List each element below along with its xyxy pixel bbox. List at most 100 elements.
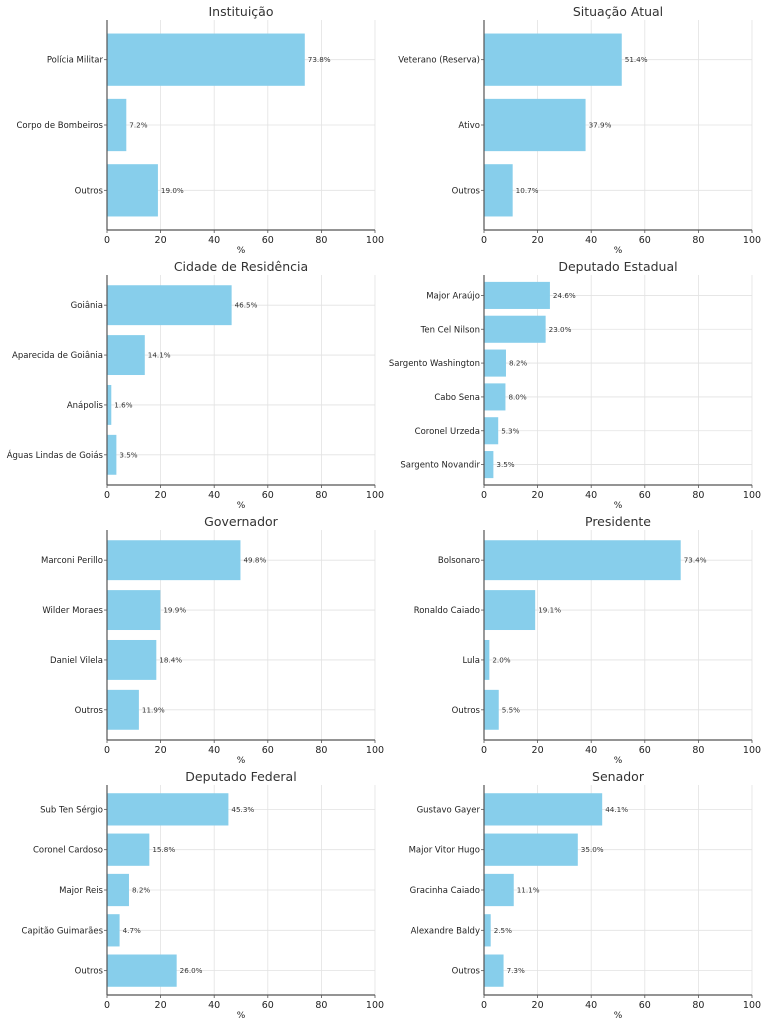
chart-svg: Instituição 0 20 40 60 80 100% Polícia Militar 7… (17, 4, 385, 256)
x-tick-label: 100 (743, 235, 761, 246)
bar-value-label: 8.0% (508, 392, 526, 401)
bar (484, 383, 506, 411)
chart-panel-1: Situação Atual 0 20 40 60 80 100% Veterano (Res… (384, 0, 768, 256)
y-tick-label: Sub Ten Sérgio (40, 804, 103, 815)
bar-value-label: 5.5% (502, 705, 520, 714)
x-tick-label: 40 (208, 1000, 220, 1011)
bar (484, 451, 494, 479)
bar (107, 540, 241, 581)
y-tick-label: Corpo de Bombeiros (17, 121, 104, 131)
y-tick-label: Ativo (458, 121, 480, 131)
bar (484, 833, 578, 866)
y-tick-label: Wilder Moraes (42, 606, 103, 616)
chart-svg: Presidente 0 20 40 60 80 100% Bolsonaro 73.4% Ron… (414, 514, 761, 766)
bar-value-label: 5.3% (501, 426, 519, 435)
bar-value-label: 7.3% (507, 966, 525, 975)
bar-value-label: 8.2% (132, 886, 150, 895)
chart-svg: Deputado Federal 0 20 40 60 80 100% Sub Ten Sér… (21, 769, 384, 1021)
y-tick-label: Alexandre Baldy (411, 926, 480, 936)
bar-value-label: 4.7% (123, 926, 141, 935)
bar-value-label: 18.4% (159, 655, 182, 664)
chart-title: Deputado Federal (185, 769, 296, 784)
x-tick-label: 80 (692, 745, 704, 756)
chart-panel-7: Senador 0 20 40 60 80 100% Gustavo Gayer 44.1% Ma… (384, 765, 768, 1021)
x-tick-label: 80 (692, 490, 704, 501)
bar-value-label: 3.5% (119, 450, 137, 459)
x-tick-label: 100 (366, 745, 384, 756)
bar (107, 639, 157, 680)
bar (107, 335, 145, 376)
x-tick-label: 80 (315, 490, 327, 501)
x-tick-label: 20 (155, 1000, 167, 1011)
x-tick-label: 80 (315, 745, 327, 756)
y-tick-label: Gracinha Caiado (410, 886, 480, 896)
chart-panel-4: Governador 0 20 40 60 80 100% Marconi Perillo 49… (0, 510, 384, 766)
bar (107, 164, 158, 217)
bar-value-label: 35.0% (581, 845, 604, 854)
bar (484, 873, 514, 907)
y-tick-label: Cabo Sena (434, 393, 480, 403)
chart-panel-2: Cidade de Residência 0 20 40 60 80 100% Goiânia… (0, 255, 384, 511)
x-tick-label: 60 (262, 745, 274, 756)
y-tick-label: Daniel Vilela (50, 656, 103, 666)
bar (107, 384, 112, 425)
y-tick-label: Coronel Urzeda (415, 427, 480, 437)
chart-title: Instituição (209, 4, 274, 19)
bar-value-label: 46.5% (235, 301, 258, 310)
x-axis-label: % (237, 756, 246, 766)
x-tick-label: 100 (366, 490, 384, 501)
x-tick-label: 100 (743, 745, 761, 756)
bar (107, 434, 117, 475)
bar-value-label: 26.0% (180, 966, 203, 975)
bar (484, 914, 491, 947)
bar-value-label: 73.8% (308, 55, 331, 64)
bar (484, 164, 513, 217)
x-tick-label: 40 (585, 235, 597, 246)
bar (484, 98, 586, 152)
bar-value-label: 24.6% (553, 291, 576, 300)
bar-value-label: 19.0% (161, 186, 184, 195)
x-tick-label: 20 (155, 745, 167, 756)
chart-title: Situação Atual (573, 4, 663, 19)
x-axis-label: % (614, 246, 623, 256)
bar-value-label: 1.6% (114, 400, 132, 409)
y-tick-label: Outros (452, 186, 481, 196)
y-tick-label: Goiânia (71, 301, 103, 311)
y-tick-label: Bolsonaro (438, 556, 480, 566)
x-tick-label: 100 (366, 235, 384, 246)
x-tick-label: 20 (155, 235, 167, 246)
bar-value-label: 44.1% (605, 805, 628, 814)
chart-svg: Deputado Estadual 0 20 40 60 80 100% Major Araú… (389, 259, 761, 511)
bar (484, 417, 499, 445)
x-tick-label: 40 (585, 490, 597, 501)
bar-value-label: 2.5% (494, 926, 512, 935)
x-axis-label: % (237, 501, 246, 511)
bar (107, 33, 305, 86)
bar-value-label: 49.8% (243, 556, 266, 565)
y-tick-label: Outros (75, 967, 104, 977)
y-tick-label: Major Reis (59, 886, 103, 896)
x-tick-label: 80 (315, 235, 327, 246)
bar-value-label: 19.1% (538, 606, 561, 615)
bar-value-label: 11.1% (517, 886, 540, 895)
y-tick-label: Veterano (Reserva) (398, 56, 480, 66)
chart-title: Presidente (585, 514, 651, 529)
bar-value-label: 19.9% (163, 606, 186, 615)
y-tick-label: Ronaldo Caiado (414, 606, 480, 616)
bar (107, 689, 139, 730)
bar-value-label: 23.0% (549, 325, 572, 334)
bar (484, 540, 681, 581)
x-tick-label: 100 (743, 1000, 761, 1011)
bar-value-label: 14.1% (148, 351, 171, 360)
x-tick-label: 40 (208, 235, 220, 246)
y-tick-label: Capitão Guimarães (21, 926, 103, 936)
x-tick-label: 20 (532, 235, 544, 246)
x-tick-label: 100 (366, 1000, 384, 1011)
bar-value-label: 37.9% (589, 121, 612, 130)
y-tick-label: Sargento Novandir (400, 461, 480, 471)
x-tick-label: 40 (585, 745, 597, 756)
y-tick-label: Major Vitor Hugo (409, 846, 480, 856)
x-tick-label: 100 (743, 490, 761, 501)
bar (107, 954, 177, 987)
bar-value-label: 51.4% (625, 55, 648, 64)
